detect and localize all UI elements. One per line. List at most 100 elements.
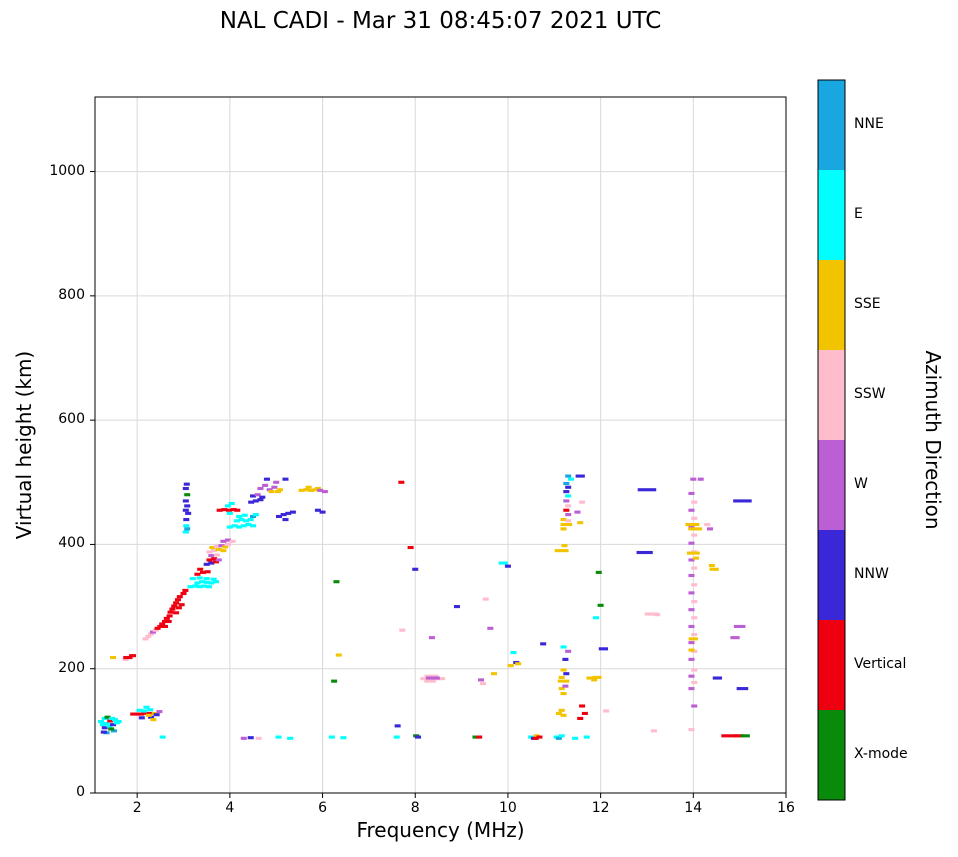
data-point	[275, 735, 282, 739]
data-point	[287, 736, 294, 740]
data-point	[598, 647, 609, 651]
data-point	[255, 736, 262, 740]
x-tick-label: 14	[684, 800, 703, 816]
data-point	[285, 511, 292, 515]
data-point	[282, 477, 289, 481]
data-point	[178, 603, 185, 607]
data-point	[252, 513, 259, 517]
x-tick-label: 8	[410, 800, 420, 816]
data-point	[199, 570, 206, 574]
data-point	[103, 721, 110, 725]
data-point	[691, 533, 698, 537]
data-point	[220, 549, 227, 553]
data-point	[106, 724, 113, 728]
data-point	[110, 655, 117, 660]
data-point	[241, 513, 248, 517]
data-point	[148, 632, 155, 636]
data-point	[250, 524, 257, 528]
chart-title: NAL CADI - Mar 31 08:45:07 2021 UTC	[219, 8, 662, 34]
data-point	[688, 657, 695, 661]
y-tick-label: 1000	[49, 162, 85, 179]
data-point	[104, 715, 111, 719]
data-point	[163, 616, 170, 620]
data-point	[228, 501, 235, 505]
data-point	[216, 508, 223, 512]
x-tick-label: 6	[318, 800, 327, 816]
data-point	[226, 511, 233, 515]
data-point	[425, 676, 440, 680]
data-point	[560, 692, 567, 696]
data-point	[591, 678, 598, 682]
data-point	[565, 494, 572, 498]
data-point	[478, 678, 485, 682]
data-point	[230, 508, 237, 512]
data-point	[691, 500, 698, 504]
data-point	[730, 636, 740, 640]
data-point	[733, 499, 752, 503]
data-point	[507, 664, 514, 668]
data-point	[560, 713, 567, 717]
colorbar-title: Azimuth Direction	[921, 350, 945, 530]
data-point	[305, 485, 312, 489]
data-point	[180, 591, 187, 596]
data-point	[138, 716, 145, 720]
data-point	[231, 524, 238, 528]
data-point	[472, 735, 479, 739]
data-point	[208, 561, 215, 565]
data-point	[560, 518, 567, 522]
data-point	[597, 603, 604, 607]
data-point	[173, 611, 180, 615]
data-point	[693, 556, 700, 560]
data-point	[157, 624, 164, 629]
data-point	[317, 488, 324, 492]
data-point	[208, 554, 215, 558]
data-point	[185, 511, 192, 515]
colorbar-segment	[818, 350, 845, 440]
data-point	[154, 626, 161, 630]
y-tick-label: 800	[58, 286, 85, 303]
data-point	[688, 558, 695, 562]
data-point	[592, 616, 599, 620]
data-point	[688, 637, 698, 641]
data-point	[167, 610, 174, 614]
data-point	[555, 736, 562, 740]
data-point	[275, 514, 283, 519]
data-point	[565, 504, 572, 508]
data-point	[175, 606, 182, 610]
colorbar-label: W	[854, 476, 868, 492]
data-point	[101, 726, 108, 730]
data-point	[243, 519, 250, 523]
data-point	[224, 538, 232, 542]
data-point	[504, 564, 511, 568]
data-point	[182, 486, 189, 491]
data-point	[688, 491, 695, 496]
data-point	[487, 626, 494, 630]
data-point	[129, 654, 137, 658]
data-point	[510, 651, 517, 655]
data-point	[595, 570, 602, 574]
data-point	[691, 583, 698, 587]
data-point	[99, 723, 106, 727]
colorbar-segment	[818, 620, 845, 710]
data-point	[166, 614, 173, 618]
data-point	[708, 564, 715, 568]
data-point	[149, 630, 156, 634]
data-point	[562, 657, 569, 661]
data-point	[491, 672, 498, 676]
data-point	[248, 500, 255, 504]
data-point	[148, 715, 155, 719]
data-point	[688, 674, 695, 678]
data-point	[636, 550, 653, 555]
data-point	[314, 508, 321, 512]
data-point	[205, 585, 213, 589]
data-point	[563, 499, 570, 503]
data-point	[98, 719, 105, 724]
data-point	[688, 608, 695, 612]
data-point	[565, 474, 572, 478]
data-point	[209, 545, 216, 550]
data-point	[254, 493, 261, 497]
data-point	[453, 605, 460, 609]
data-point	[581, 711, 588, 716]
data-point	[213, 544, 220, 548]
data-point	[333, 580, 340, 584]
